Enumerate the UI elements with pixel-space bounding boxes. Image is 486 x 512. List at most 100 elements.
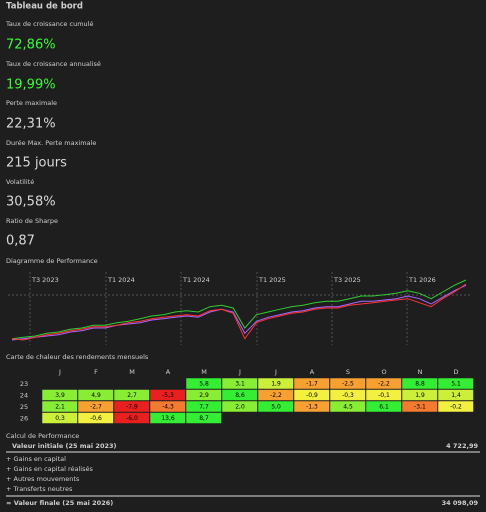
heat-cell <box>293 400 330 413</box>
heatmap-title: Carte de chaleur des rendements mensuels <box>6 353 149 361</box>
month-label: M <box>129 368 135 376</box>
cell-value: 6,1 <box>379 403 389 410</box>
cell-value: 3,1 <box>235 380 245 387</box>
month-label: D <box>453 368 458 376</box>
cell-value: -3,1 <box>414 403 426 410</box>
cell-value: 2,9 <box>199 392 209 399</box>
cell-value: 7,7 <box>199 403 209 410</box>
metric-value: 0,87 <box>6 234 35 249</box>
metric-label: Perte maximale <box>6 99 57 107</box>
cell-value: 13,6 <box>161 415 175 422</box>
cell-value: 5,0 <box>271 403 281 410</box>
metric-value: 30,58% <box>6 195 56 210</box>
heat-cell <box>77 400 114 413</box>
heat-cell <box>257 389 294 401</box>
cell-value: 1,4 <box>451 392 461 399</box>
cell-value: 5,1 <box>451 380 461 387</box>
cell-value: 8,8 <box>415 380 425 387</box>
heat-cell <box>185 400 222 413</box>
cell-value: -6,0 <box>126 415 138 422</box>
series-line <box>11 284 467 341</box>
initial-value: 4 722,99 <box>446 442 478 450</box>
heat-cell <box>113 389 150 401</box>
cell-value: -1,3 <box>306 403 318 410</box>
heat-cell <box>401 389 438 401</box>
cell-value: 4,5 <box>343 403 353 410</box>
period-label: T1 2024 <box>182 276 210 284</box>
cell-value: 1,9 <box>271 380 281 387</box>
heat-cell <box>401 400 438 413</box>
heat-cell <box>77 389 114 401</box>
heat-cell <box>149 389 186 401</box>
heat-cell <box>41 400 78 413</box>
cell-value: 4,9 <box>91 392 101 399</box>
cell-value: -1,7 <box>306 380 318 387</box>
cell-value: -2,2 <box>378 380 390 387</box>
heat-cell <box>293 389 330 401</box>
cell-value: 8,7 <box>199 415 209 422</box>
heat-cell <box>221 400 258 413</box>
heat-cell <box>41 389 78 401</box>
heat-cell <box>329 400 366 413</box>
heat-cell <box>365 377 402 390</box>
year-label: 24 <box>20 391 28 399</box>
cell-value: 2,1 <box>55 403 65 410</box>
cell-value: -0,1 <box>378 392 390 399</box>
heat-cell <box>221 377 258 390</box>
cell-value: -4,3 <box>162 403 174 410</box>
heat-cell <box>329 377 366 390</box>
year-label: 25 <box>20 403 28 411</box>
metric-label: Durée Max. Perte maximale <box>6 139 96 147</box>
metric-value: 22,31% <box>6 117 56 132</box>
item: + Autres mouvements <box>6 475 80 483</box>
month-label: J <box>274 368 277 376</box>
heat-cell <box>149 412 186 424</box>
item: + Gains en capital <box>6 455 66 463</box>
year-label: 23 <box>20 380 28 388</box>
heat-cell <box>365 389 402 401</box>
heat-cell <box>365 400 402 413</box>
cell-value: -5,3 <box>162 392 174 399</box>
month-label: J <box>238 368 241 376</box>
month-label: J <box>58 368 61 376</box>
period-label: T1 2025 <box>258 276 286 284</box>
cell-value: 0,3 <box>55 415 65 422</box>
item: + Gains en capital réalisés <box>6 465 93 473</box>
period-label: T1 2026 <box>408 276 436 284</box>
month-label: N <box>418 368 423 376</box>
final-value: 34 098,09 <box>442 499 479 507</box>
cell-value: 2,0 <box>235 403 245 410</box>
cell-value: 1,9 <box>415 392 425 399</box>
heat-cell <box>257 400 294 413</box>
series-line <box>11 283 467 341</box>
month-label: F <box>94 368 98 376</box>
month-label: A <box>310 368 315 376</box>
heat-cell <box>77 412 114 424</box>
item: + Transferts neutres <box>6 485 73 493</box>
metric-value: 72,86% <box>6 38 56 53</box>
section-title: Calcul de Performance <box>6 432 79 440</box>
metric-label: Volatilité <box>6 178 34 186</box>
heat-cell <box>185 389 222 401</box>
cell-value: -2,7 <box>90 403 102 410</box>
heat-cell <box>437 377 474 390</box>
metric-label: Ratio de Sharpe <box>6 217 58 225</box>
month-label: S <box>346 368 350 376</box>
cell-value: 3,9 <box>55 392 65 399</box>
cell-value: -0,6 <box>90 415 102 422</box>
heat-cell <box>185 377 222 390</box>
cell-value: -7,9 <box>126 403 138 410</box>
cell-value: 8,6 <box>235 392 245 399</box>
heat-cell <box>293 377 330 390</box>
final-label: = Valeur finale (25 mai 2026) <box>6 499 113 507</box>
heat-cell <box>437 389 474 401</box>
cell-value: -0,2 <box>450 403 462 410</box>
heat-cell <box>257 377 294 390</box>
metric-label: Taux de croissance annualisé <box>5 60 101 68</box>
metric-value: 19,99% <box>6 78 56 93</box>
cell-value: -2,2 <box>270 392 282 399</box>
heat-cell <box>113 400 150 413</box>
metric-label: Taux de croissance cumulé <box>5 20 93 28</box>
month-label: O <box>381 368 386 376</box>
